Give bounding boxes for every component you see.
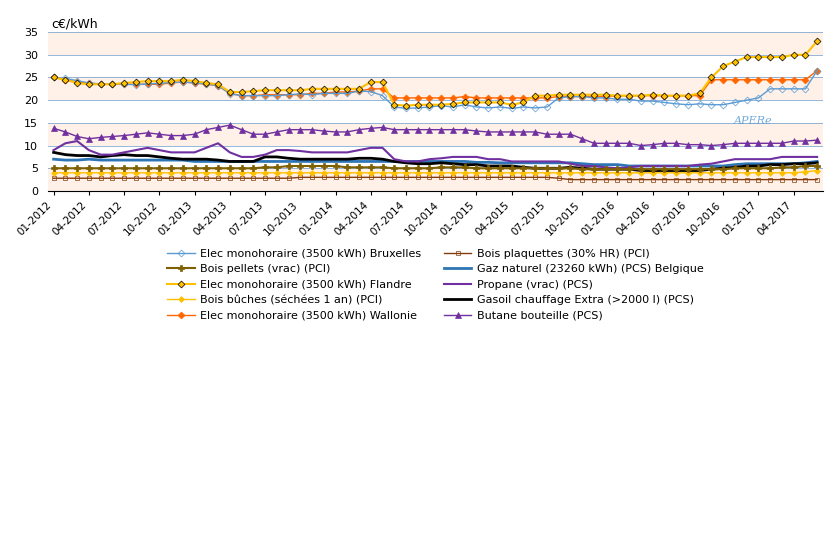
Legend: Elec monohoraire (3500 kWh) Bruxelles, Bois pellets (vrac) (PCI), Elec monohorai: Elec monohoraire (3500 kWh) Bruxelles, B…	[163, 244, 708, 325]
Text: c€/kWh: c€/kWh	[52, 18, 98, 30]
Bar	[48, 32, 823, 55]
Text: APERe: APERe	[734, 116, 773, 126]
Bar	[48, 168, 823, 191]
Bar	[48, 123, 823, 146]
Bar	[48, 77, 823, 100]
